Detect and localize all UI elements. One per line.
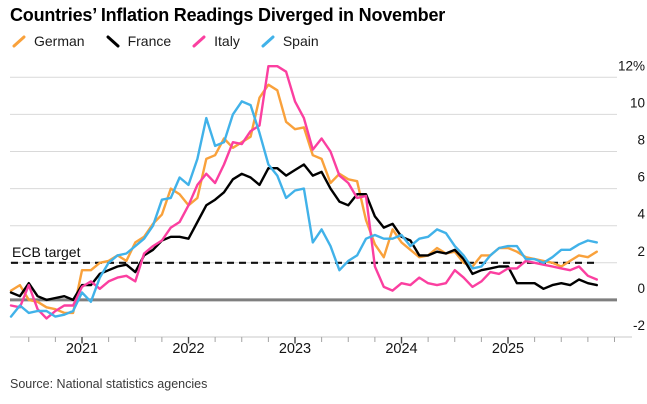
x-axis-label-2024: 2024 [385, 341, 417, 357]
y-axis-label-6: 6 [637, 170, 645, 185]
france-series-marker-icon [106, 35, 120, 47]
legend-item-france: France [106, 33, 172, 49]
y-axis-label--2: -2 [633, 318, 645, 333]
y-axis-label-2: 2 [637, 244, 645, 259]
legend-item-label: Spain [282, 33, 319, 49]
x-axis-label-2025: 2025 [492, 341, 524, 357]
legend-item-german: German [12, 33, 85, 49]
series-line-spain [9, 100, 598, 318]
legend: German France Italy Spain [12, 33, 319, 49]
y-axis-label-8: 8 [637, 133, 645, 148]
legend-item-label: France [127, 33, 172, 49]
source-note: Source: National statistics agencies [10, 377, 208, 391]
legend-item-italy: Italy [192, 33, 240, 49]
y-axis-label-0: 0 [637, 281, 645, 296]
y-axis-label-4: 4 [637, 207, 645, 222]
german-series-marker-icon [12, 35, 26, 47]
x-axis-label-2022: 2022 [172, 341, 204, 357]
ecb-target-label: ECB target [12, 244, 81, 260]
y-axis-label-12: 12% [618, 58, 645, 73]
legend-item-label: German [34, 33, 85, 49]
legend-item-spain: Spain [261, 33, 319, 49]
series-line-italy [9, 64, 598, 320]
spain-series-marker-icon [261, 35, 275, 47]
x-axis-label-2021: 2021 [66, 341, 98, 357]
x-axis-label-2023: 2023 [279, 341, 311, 357]
legend-item-label: Italy [214, 33, 240, 49]
y-axis-label-10: 10 [630, 95, 645, 110]
series-line-france [9, 163, 598, 302]
page-title: Countries’ Inflation Readings Diverged i… [10, 5, 446, 25]
italy-series-marker-icon [192, 35, 206, 47]
